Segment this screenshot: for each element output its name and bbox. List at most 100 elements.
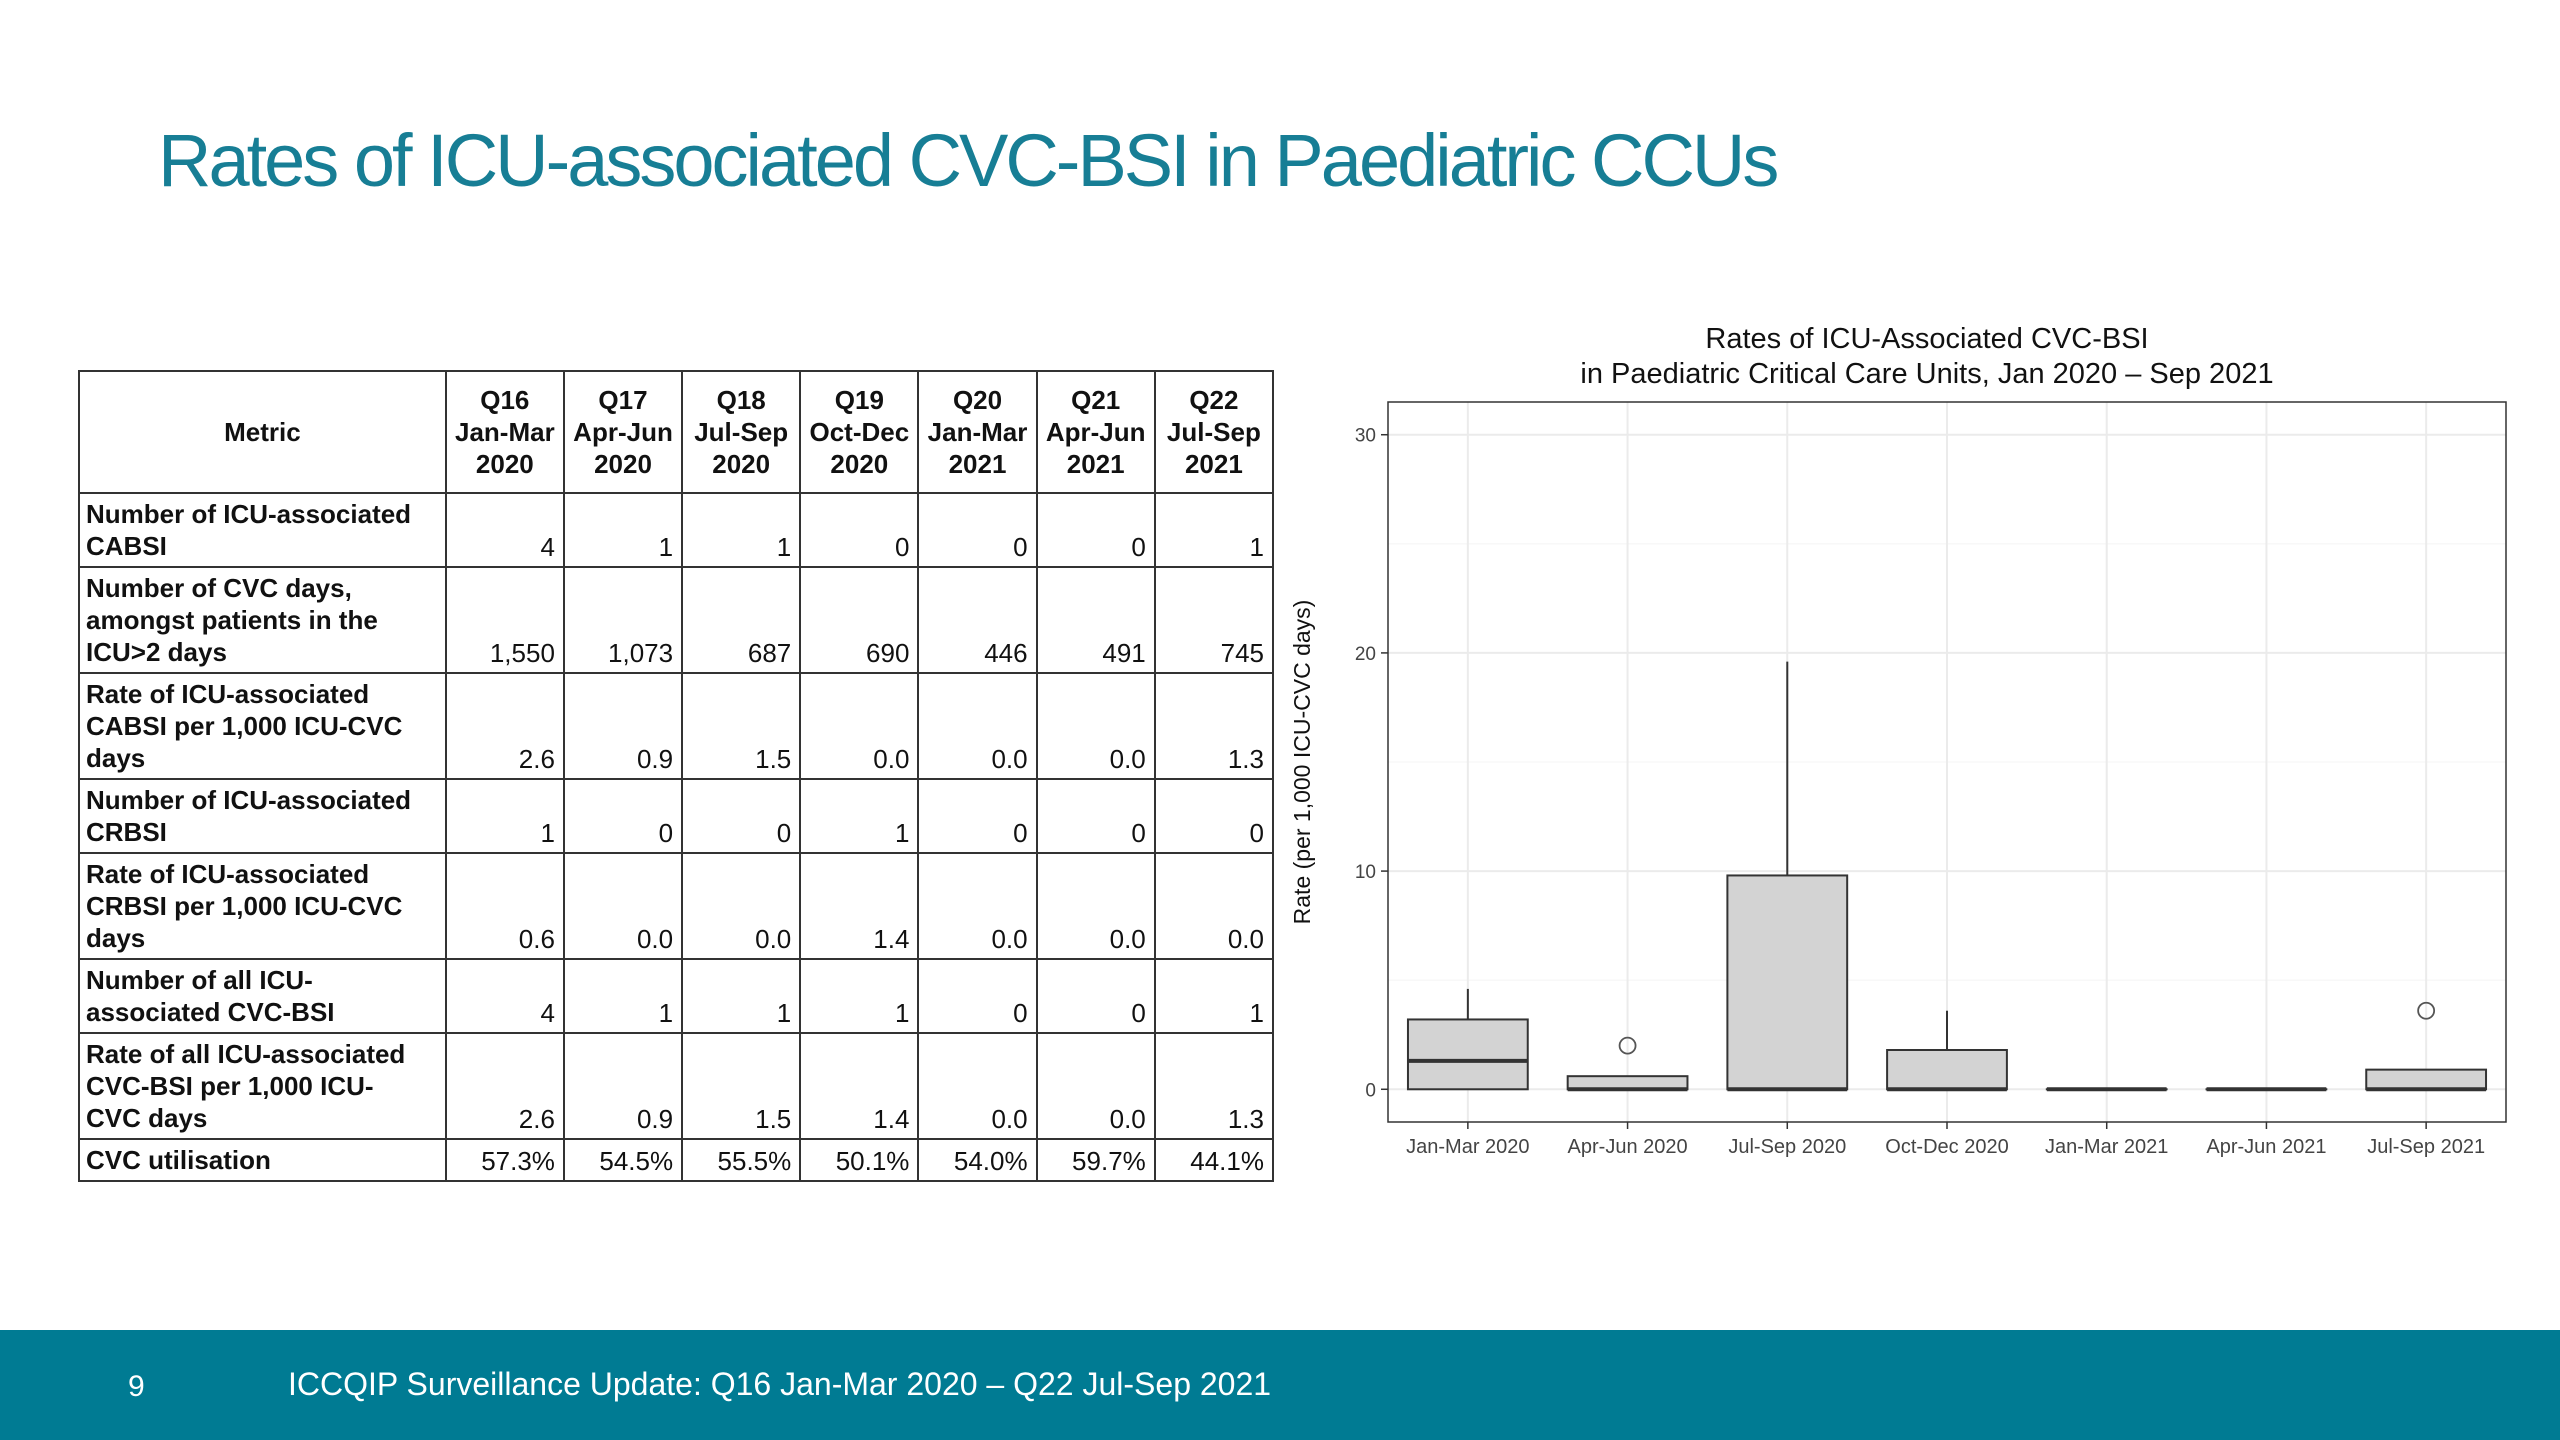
metric-label-line: CVC-BSI per 1,000 ICU- bbox=[86, 1071, 374, 1101]
metric-label-line: Number of CVC days, bbox=[86, 573, 352, 603]
metric-value: 0.0 bbox=[1035, 672, 1156, 780]
metric-value: 0 bbox=[799, 492, 920, 568]
metric-value: 54.0% bbox=[917, 1138, 1038, 1182]
metric-value: 1.4 bbox=[799, 852, 920, 960]
metric-value: 1.3 bbox=[1153, 1032, 1275, 1140]
metric-value: 50.1% bbox=[799, 1138, 920, 1182]
metric-value: 2.6 bbox=[444, 1032, 565, 1140]
metric-label-line: days bbox=[86, 923, 146, 953]
metric-column-header: Metric bbox=[78, 370, 447, 494]
quarter-column-header: Q22 Jul-Sep 2021 bbox=[1153, 370, 1275, 494]
metrics-table: Metric Q16 Jan-Mar 2020 Q17 Apr-Jun 2020 Q18 Ju… bbox=[78, 370, 1275, 1182]
metric-value: 1.5 bbox=[681, 672, 802, 780]
metric-value: 44.1% bbox=[1153, 1138, 1275, 1182]
outlier-point bbox=[1618, 1036, 1637, 1055]
metric-label: Number of ICU-associated CABSI bbox=[78, 492, 447, 568]
outlier-point bbox=[2417, 1001, 2436, 1020]
header-line: Q17 bbox=[598, 385, 648, 415]
x-tick-label: Jul-Sep 2021 bbox=[2367, 1136, 2485, 1158]
x-tick-label: Oct-Dec 2020 bbox=[1885, 1136, 2008, 1158]
table-row: Rate of all ICU-associated CVC-BSI per 1,… bbox=[78, 1032, 1275, 1140]
header-line: Oct-Dec bbox=[809, 417, 910, 447]
metric-label: CVC utilisation bbox=[78, 1138, 447, 1182]
metric-value: 0 bbox=[917, 958, 1038, 1034]
header-line: Q22 bbox=[1189, 385, 1239, 415]
metric-value: 1.3 bbox=[1153, 672, 1275, 780]
header-line: 2020 bbox=[712, 449, 771, 479]
metric-value: 0 bbox=[917, 778, 1038, 854]
table-body: Number of ICU-associated CABSI 4 1 1 0 0 0 1 Numb… bbox=[78, 492, 1275, 1182]
header-line: 2020 bbox=[475, 449, 534, 479]
metric-label-line: Rate of all ICU-associated bbox=[86, 1039, 406, 1069]
table-header-row: Metric Q16 Jan-Mar 2020 Q17 Apr-Jun 2020 Q18 Ju… bbox=[78, 370, 1275, 494]
metric-label-line: associated CVC-BSI bbox=[86, 997, 335, 1027]
metric-value: 2.6 bbox=[444, 672, 565, 780]
metric-label-line: CRBSI per 1,000 ICU-CVC bbox=[86, 891, 403, 921]
table-row: Rate of ICU-associated CABSI per 1,000 IC… bbox=[78, 672, 1275, 780]
metric-value: 0.0 bbox=[681, 852, 802, 960]
metric-value: 0.0 bbox=[917, 1032, 1038, 1140]
metric-value: 1 bbox=[562, 958, 684, 1034]
metric-value: 57.3% bbox=[444, 1138, 565, 1182]
chart-title-line: in Paediatric Critical Care Units, Jan 2… bbox=[1580, 358, 2273, 390]
x-tick-label: Apr-Jun 2020 bbox=[1568, 1136, 1688, 1158]
box bbox=[1726, 874, 1849, 1091]
table-row: Number of all ICU-associated CVC-BSI 4 1 1 1… bbox=[78, 958, 1275, 1034]
metric-value: 0 bbox=[1035, 778, 1156, 854]
metric-value: 0.0 bbox=[917, 852, 1038, 960]
quarter-column-header: Q17 Apr-Jun 2020 bbox=[562, 370, 684, 494]
metric-value: 1 bbox=[1153, 958, 1275, 1034]
metric-value: 0 bbox=[1035, 958, 1156, 1034]
metric-label: Number of all ICU-associated CVC-BSI bbox=[78, 958, 447, 1034]
header-line: 2021 bbox=[1066, 449, 1125, 479]
table-row: Number of ICU-associated CABSI 4 1 1 0 0 0 1 bbox=[78, 492, 1275, 568]
metric-label: Rate of all ICU-associated CVC-BSI per 1,… bbox=[78, 1032, 447, 1140]
metric-value: 59.7% bbox=[1035, 1138, 1156, 1182]
y-tick-label: 20 bbox=[1355, 644, 1376, 665]
header-line: 2021 bbox=[948, 449, 1007, 479]
metric-label-line: Rate of ICU-associated bbox=[86, 679, 370, 709]
metric-label: Rate of ICU-associated CABSI per 1,000 IC… bbox=[78, 672, 447, 780]
y-tick-label: 10 bbox=[1355, 862, 1376, 883]
metric-value: 54.5% bbox=[562, 1138, 684, 1182]
header-line: Apr-Jun bbox=[1045, 417, 1146, 447]
header-line: Jan-Mar bbox=[454, 417, 555, 447]
x-tick-label: Jul-Sep 2020 bbox=[1728, 1136, 1846, 1158]
metric-value: 446 bbox=[917, 566, 1038, 674]
metric-label-line: CVC days bbox=[86, 1103, 208, 1133]
metric-label: Number of ICU-associated CRBSI bbox=[78, 778, 447, 854]
header-line: Q20 bbox=[952, 385, 1003, 415]
metric-value: 0.0 bbox=[1153, 852, 1275, 960]
metric-label-line: Number of all ICU- bbox=[86, 965, 313, 995]
metric-value: 1 bbox=[444, 778, 565, 854]
metric-value: 690 bbox=[799, 566, 920, 674]
x-tick-label: Jan-Mar 2020 bbox=[1406, 1136, 1529, 1158]
metric-label-line: days bbox=[86, 743, 146, 773]
metric-label-line: CVC utilisation bbox=[86, 1145, 271, 1175]
metric-value: 0.9 bbox=[562, 1032, 684, 1140]
metric-value: 1.4 bbox=[799, 1032, 920, 1140]
metric-value: 1,073 bbox=[562, 566, 684, 674]
footer-text: ICCQIP Surveillance Update: Q16 Jan-Mar … bbox=[288, 1366, 1272, 1402]
metric-value: 1 bbox=[799, 778, 920, 854]
quarter-column-header: Q16 Jan-Mar 2020 bbox=[444, 370, 565, 494]
metric-label: Rate of ICU-associated CRBSI per 1,000 IC… bbox=[78, 852, 447, 960]
box bbox=[2365, 1068, 2488, 1091]
metric-value: 1 bbox=[799, 958, 920, 1034]
metric-value: 1,550 bbox=[444, 566, 565, 674]
header-line: 2020 bbox=[830, 449, 889, 479]
metric-value: 0 bbox=[1153, 778, 1275, 854]
header-line: 2021 bbox=[1184, 449, 1243, 479]
metric-label-line: CRBSI bbox=[86, 817, 167, 847]
y-tick-label: 0 bbox=[1365, 1080, 1376, 1101]
header-line: 2020 bbox=[594, 449, 652, 479]
quarter-column-header: Q18 Jul-Sep 2020 bbox=[681, 370, 802, 494]
x-tick-label: Jan-Mar 2021 bbox=[2045, 1136, 2168, 1158]
metric-label-line: amongst patients in the bbox=[86, 605, 378, 635]
metric-label-line: Rate of ICU-associated bbox=[86, 859, 370, 889]
metric-value: 1 bbox=[1153, 492, 1275, 568]
box bbox=[1406, 1018, 1529, 1091]
metric-value: 491 bbox=[1035, 566, 1156, 674]
metric-value: 1.5 bbox=[681, 1032, 802, 1140]
